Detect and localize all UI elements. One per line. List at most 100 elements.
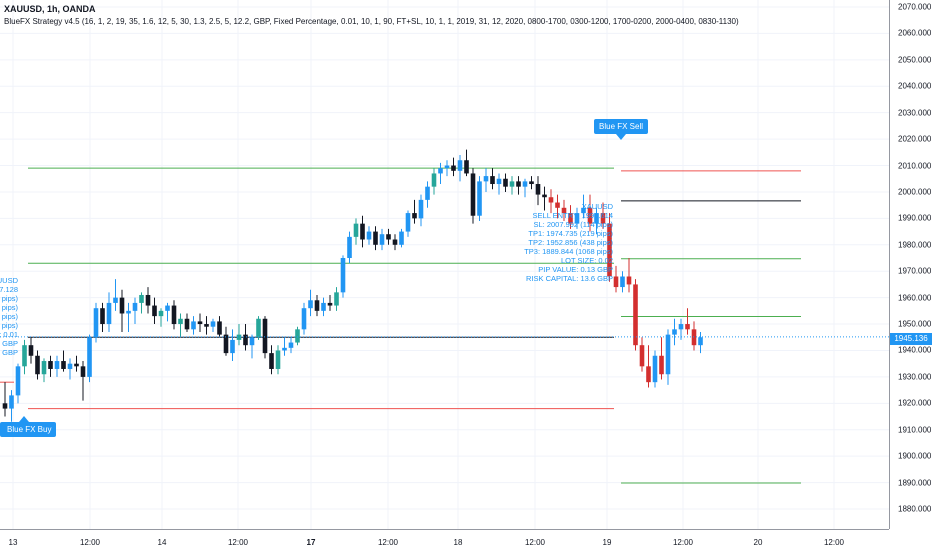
candle-body	[425, 186, 430, 200]
sell-info-symbol: XAUUSD	[581, 202, 613, 211]
candle-body	[659, 355, 664, 375]
candle-body	[470, 173, 476, 216]
candle-body	[178, 318, 183, 325]
candle-body	[587, 207, 593, 224]
candle-body	[54, 361, 60, 369]
price-tick-label: 1970.000	[898, 266, 932, 276]
price-tick-label: 1940.000	[898, 345, 932, 355]
candle-body	[132, 302, 138, 311]
candle-body	[373, 231, 378, 245]
candle-body	[613, 276, 619, 288]
candle-body	[535, 184, 541, 195]
price-tick-label: 1950.000	[898, 319, 932, 329]
candle-body	[698, 337, 703, 346]
candle-body	[366, 231, 372, 240]
candle-body	[360, 223, 365, 240]
candle-body	[119, 297, 125, 314]
candle-body	[35, 355, 40, 375]
price-tick-label: 1960.000	[898, 293, 932, 303]
candle-body	[386, 234, 391, 240]
candle-body	[282, 347, 287, 351]
candle-body	[379, 234, 385, 245]
candle-body	[139, 294, 144, 303]
candle-body	[626, 276, 632, 285]
candle-body	[477, 181, 482, 216]
buy-info-tp2: pips)	[1, 312, 18, 321]
candle-body	[15, 366, 21, 396]
sell-info-lot: LOT SIZE: 0.02	[561, 256, 613, 265]
candle-body	[113, 297, 118, 303]
price-tick-label: 1920.000	[898, 398, 932, 408]
sell-info-tp2: TP2: 1952.856 (438 pips)	[528, 238, 613, 247]
candle-body	[22, 345, 27, 367]
candle-body	[288, 342, 294, 348]
candle-body	[548, 197, 554, 203]
time-axis[interactable]: 13 12:00 14 12:00 17 12:00 18 12:00 19 12:00 20 12:…	[0, 529, 889, 551]
candle-body	[457, 160, 463, 171]
candle-body	[327, 302, 333, 306]
candle-body	[412, 213, 417, 219]
candle-body	[665, 334, 671, 375]
price-tick-label: 1990.000	[898, 213, 932, 223]
candle-body	[158, 310, 164, 317]
price-tick-label: 1890.000	[898, 478, 932, 488]
time-tick-label: 14	[157, 538, 167, 547]
candle-body	[223, 334, 229, 354]
candle-body	[197, 321, 203, 325]
candle-body	[392, 239, 398, 245]
candle-body	[678, 324, 684, 330]
candle-body	[483, 176, 489, 182]
candle-body	[522, 181, 528, 187]
candle-body	[184, 318, 190, 330]
candle-body	[210, 321, 216, 327]
candle-body	[93, 308, 99, 338]
candle-body	[652, 355, 658, 383]
candle-body	[87, 337, 92, 377]
chart-plot-area[interactable]: XAUUSD, 1h, OANDA BlueFX Strategy v4.5 (…	[0, 0, 889, 529]
candle-body	[555, 202, 560, 208]
time-tick-label: 12:00	[524, 538, 546, 547]
price-axis[interactable]: 2070.000 2060.000 2050.000 2040.000 2030.000…	[889, 0, 932, 529]
time-tick-label: 19	[602, 538, 612, 547]
sell-info-risk: RISK CAPITAL: 13.6 GBP	[526, 274, 613, 283]
buy-info-risk: 5 GBP	[0, 348, 18, 357]
price-tick-label: 1880.000	[898, 504, 932, 514]
strategy-indicator-title[interactable]: BlueFX Strategy v4.5 (16, 1, 2, 19, 35, …	[4, 17, 739, 26]
candle-body	[28, 345, 34, 356]
buy-info-entry: 7.128	[0, 285, 18, 294]
time-tick-label: 12:00	[79, 538, 101, 547]
buy-info-tp3: pips)	[1, 321, 18, 330]
candle-body	[308, 300, 313, 309]
sell-info-block: XAUUSD SELL ENTRY: 1996.614 SL: 2007.992…	[524, 202, 613, 283]
candle-body	[106, 302, 112, 325]
candle-body	[236, 334, 242, 340]
candle-body	[464, 160, 469, 174]
buy-info-symbol: XAUUSD	[0, 276, 18, 285]
buy-info-sl: pips)	[1, 294, 18, 303]
buy-info-tp1: pips)	[1, 303, 18, 312]
candle-body	[451, 165, 456, 171]
buy-info-block: XAUUSD 7.128 pips) pips) pips) pips) : 0…	[0, 276, 18, 357]
candle-body	[230, 339, 235, 354]
price-tick-label: 2050.000	[898, 55, 932, 65]
sell-info-tp1: TP1: 1974.735 (219 pips)	[528, 229, 613, 238]
price-tick-label: 2000.000	[898, 187, 932, 197]
candle-body	[581, 207, 586, 214]
candle-body	[204, 324, 209, 327]
sell-signal-flag[interactable]: Blue FX Sell	[594, 119, 649, 140]
candlestick-chart[interactable]	[0, 0, 889, 529]
candle-body	[145, 294, 151, 306]
candle-body	[100, 308, 105, 325]
symbol-title[interactable]: XAUUSD, 1h, OANDA	[4, 4, 96, 14]
candle-body	[646, 366, 651, 383]
price-tick-label: 1900.000	[898, 451, 932, 461]
candle-body	[256, 318, 261, 338]
price-tick-label: 1930.000	[898, 372, 932, 382]
buy-signal-flag[interactable]: Blue FX Buy	[0, 416, 57, 437]
sell-info-sl: SL: 2007.992 (114 pips)	[533, 220, 613, 229]
candle-body	[431, 173, 437, 187]
candle-body	[561, 207, 567, 214]
candle-body	[607, 223, 612, 277]
price-tick-label: 2060.000	[898, 28, 932, 38]
candle-body	[444, 165, 450, 169]
